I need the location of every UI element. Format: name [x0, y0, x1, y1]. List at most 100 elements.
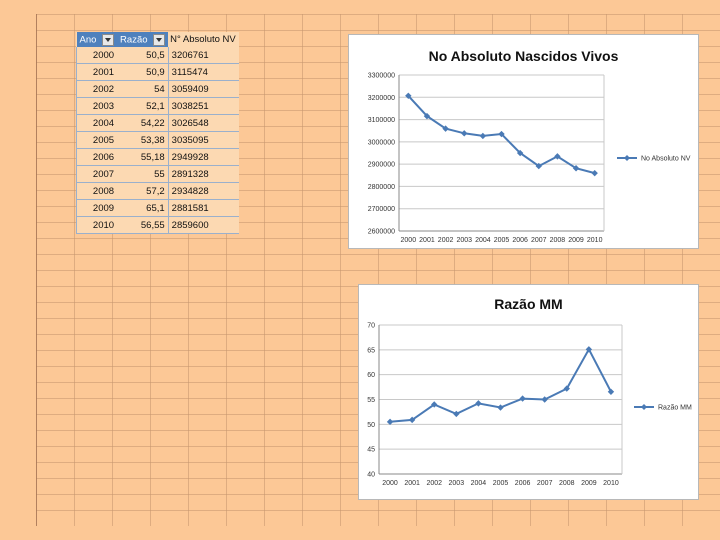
cell-razao[interactable]: 50,9: [117, 63, 169, 81]
y-tick-label: 40: [367, 472, 375, 479]
y-tick-label: 45: [367, 447, 375, 454]
table-row: 2007 55 2891328: [76, 165, 239, 183]
filter-dropdown-icon[interactable]: [153, 33, 166, 46]
x-tick-label: 2008: [559, 480, 575, 487]
cell-ano[interactable]: 2000: [76, 47, 118, 64]
table-row: 2002 54 3059409: [76, 80, 239, 98]
y-tick-label: 70: [367, 323, 375, 330]
data-point: [408, 416, 416, 424]
cell-nv[interactable]: 3026548: [168, 114, 239, 132]
data-point: [431, 401, 438, 408]
cell-ano[interactable]: 2010: [76, 216, 118, 234]
y-tick-label: 50: [367, 422, 375, 429]
y-tick-label: 3100000: [368, 117, 395, 124]
x-tick-label: 2010: [603, 480, 619, 487]
y-tick-label: 3300000: [368, 73, 395, 80]
legend-marker: [624, 155, 630, 161]
filter-dropdown-icon[interactable]: [102, 33, 115, 46]
x-tick-label: 2009: [581, 480, 597, 487]
cell-ano[interactable]: 2007: [76, 165, 118, 183]
cell-razao[interactable]: 54: [117, 80, 169, 98]
series-line: [389, 347, 612, 423]
x-tick-label: 2002: [426, 480, 442, 487]
data-point: [541, 396, 548, 403]
cell-ano[interactable]: 2002: [76, 80, 118, 98]
cell-ano[interactable]: 2005: [76, 131, 118, 149]
cell-razao[interactable]: 54,22: [117, 114, 169, 132]
cell-ano[interactable]: 2003: [76, 97, 118, 115]
data-point: [442, 125, 449, 132]
data-point: [535, 162, 542, 170]
y-tick-label: 3200000: [368, 95, 395, 102]
cell-ano[interactable]: 2009: [76, 199, 118, 217]
cell-nv[interactable]: 2891328: [168, 165, 239, 183]
cell-nv[interactable]: 3038251: [168, 97, 239, 115]
cell-razao[interactable]: 50,5: [117, 47, 169, 64]
x-tick-label: 2001: [419, 237, 435, 244]
table-row: 2000 50,5 3206761: [76, 47, 239, 64]
x-tick-label: 2009: [568, 237, 584, 244]
chart-razao-mm[interactable]: Razão MM 40 45 50 55 60 65 70 2000 2001 2002 2003 2…: [358, 284, 699, 500]
y-tick-label: 65: [367, 347, 375, 354]
cell-nv[interactable]: 3059409: [168, 80, 239, 98]
column-header-label: N° Absoluto NV: [170, 34, 236, 45]
legend-label: Razão MM: [658, 405, 692, 412]
data-point: [497, 404, 504, 411]
table-row: 2001 50,9 3115474: [76, 63, 239, 81]
column-header-label: Ano: [79, 34, 97, 46]
y-tick-label: 60: [367, 372, 375, 379]
cell-ano[interactable]: 2001: [76, 63, 118, 81]
y-tick-label: 2700000: [368, 206, 395, 213]
x-tick-label: 2000: [401, 237, 417, 244]
data-point: [461, 130, 468, 137]
cell-nv[interactable]: 2881581: [168, 199, 239, 217]
x-tick-label: 2003: [449, 480, 465, 487]
legend-marker: [641, 404, 647, 410]
y-tick-label: 2800000: [368, 184, 395, 191]
x-tick-label: 2003: [456, 237, 472, 244]
x-tick-label: 2000: [382, 480, 398, 487]
data-point: [591, 169, 598, 177]
data-point: [475, 400, 482, 407]
table-row: 2004 54,22 3026548: [76, 114, 239, 132]
cell-razao[interactable]: 65,1: [117, 199, 169, 217]
cell-nv[interactable]: 3206761: [168, 47, 239, 64]
y-tick-label: 3000000: [368, 139, 395, 146]
cell-nv[interactable]: 3115474: [168, 63, 239, 81]
cell-nv[interactable]: 2934828: [168, 182, 239, 200]
x-tick-label: 2005: [493, 480, 509, 487]
table-row: 2006 55,18 2949928: [76, 148, 239, 166]
cell-ano[interactable]: 2006: [76, 148, 118, 166]
x-tick-label: 2010: [587, 237, 603, 244]
chart-nascidos-vivos[interactable]: No Absoluto Nascidos Vivos 2600000 270000…: [348, 34, 699, 249]
chart-svg: 40 45 50 55 60 65 70 2000 2001 2002 2003 2004 2005 20…: [367, 323, 692, 488]
cell-ano[interactable]: 2004: [76, 114, 118, 132]
column-header-label: Razão: [120, 34, 148, 46]
column-header-ano[interactable]: Ano: [76, 32, 118, 47]
data-point: [519, 395, 526, 402]
data-point: [498, 130, 505, 138]
cell-nv[interactable]: 3035095: [168, 131, 239, 149]
table-row: 2010 56,55 2859600: [76, 216, 239, 234]
table-row: 2009 65,1 2881581: [76, 199, 239, 217]
data-point: [453, 410, 460, 418]
data-point: [386, 418, 394, 426]
cell-razao[interactable]: 52,1: [117, 97, 169, 115]
cell-razao[interactable]: 56,55: [117, 216, 169, 234]
cell-nv[interactable]: 2859600: [168, 216, 239, 234]
y-tick-label: 2600000: [368, 229, 395, 236]
x-tick-label: 2007: [531, 237, 547, 244]
x-tick-label: 2007: [537, 480, 553, 487]
column-header-nv[interactable]: N° Absoluto NV: [168, 32, 239, 47]
column-header-razao[interactable]: Razão: [117, 32, 169, 47]
cell-razao[interactable]: 57,2: [117, 182, 169, 200]
table-row: 2005 53,38 3035095: [76, 131, 239, 149]
y-tick-label: 2900000: [368, 162, 395, 169]
cell-razao[interactable]: 55: [117, 165, 169, 183]
cell-razao[interactable]: 55,18: [117, 148, 169, 166]
x-tick-label: 2006: [515, 480, 531, 487]
cell-razao[interactable]: 53,38: [117, 131, 169, 149]
cell-nv[interactable]: 2949928: [168, 148, 239, 166]
y-tick-label: 55: [367, 397, 375, 404]
cell-ano[interactable]: 2008: [76, 182, 118, 200]
